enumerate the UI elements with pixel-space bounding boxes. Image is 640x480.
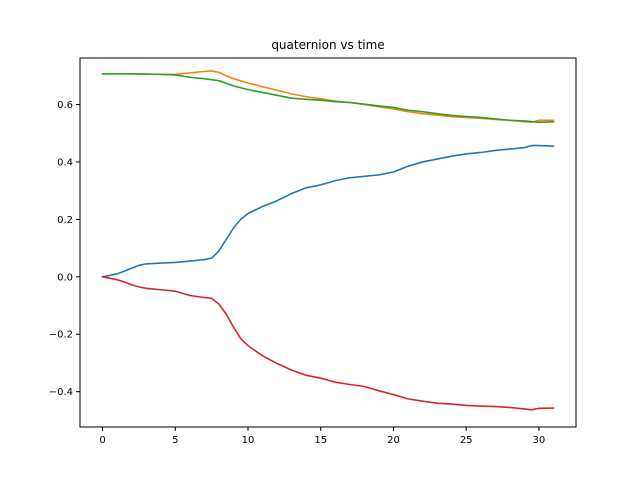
y-tick-label: 0.4 <box>57 157 73 168</box>
x-axis: 0 5 10 15 20 25 30 <box>99 427 545 446</box>
y-tick-label: 0.0 <box>57 272 73 283</box>
x-tick-label: 30 <box>533 435 546 446</box>
x-tick-label: 15 <box>314 435 327 446</box>
y-tick-label: −0.4 <box>49 387 73 398</box>
x-tick-label: 0 <box>99 435 105 446</box>
x-tick-label: 20 <box>387 435 400 446</box>
x-tick-label: 5 <box>172 435 178 446</box>
chart-title: quaternion vs time <box>271 38 384 52</box>
series-layer <box>101 70 555 411</box>
x-tick-label: 25 <box>460 435 473 446</box>
series-line-4 <box>101 275 555 411</box>
y-tick-label: 0.6 <box>57 100 73 111</box>
y-axis: −0.4 −0.2 0.0 0.2 0.4 0.6 <box>49 100 80 398</box>
y-tick-label: −0.2 <box>49 330 73 341</box>
plot-area-frame <box>79 57 577 428</box>
y-tick-label: 0.2 <box>57 215 73 226</box>
series-line-3 <box>101 72 555 124</box>
series-line-1 <box>101 144 555 278</box>
x-tick-label: 10 <box>242 435 255 446</box>
